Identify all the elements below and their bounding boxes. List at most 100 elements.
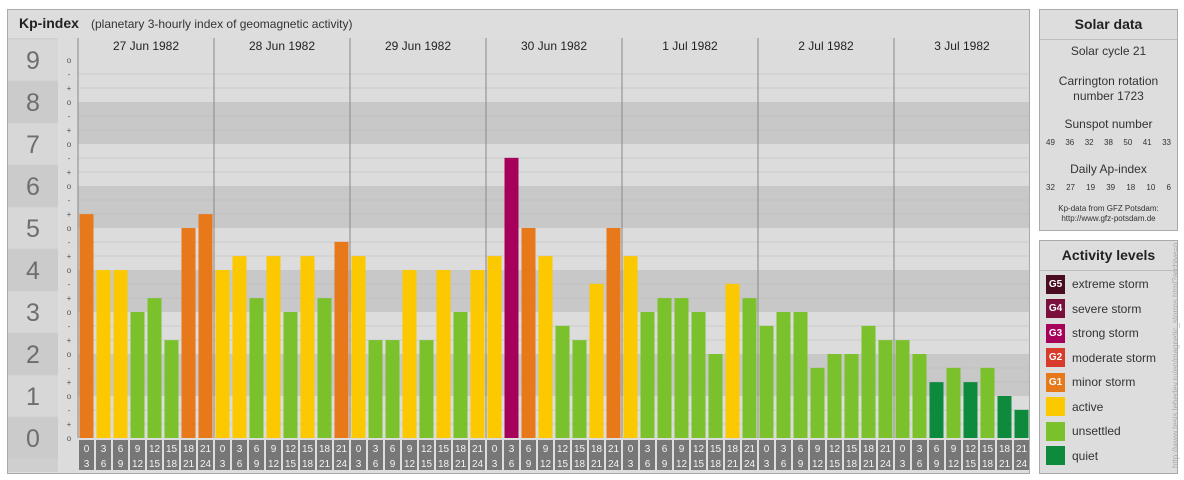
interval-end-label: 21 [183,459,195,470]
y-tick-label: 7 [26,131,40,159]
kp-bar [895,340,910,438]
interval-end-label: 12 [268,459,280,470]
interval-end-label: 9 [118,459,124,470]
y-tick-label: 1 [26,383,40,411]
interval-cell [113,440,128,470]
activity-level-label: extreme storm [1072,277,1149,291]
activity-level-label: quiet [1072,448,1099,463]
kp-bar [572,340,587,438]
activity-level-item: G4 severe storm [1046,299,1141,319]
y-subtick-label: o [67,98,72,107]
interval-cell [606,440,621,470]
kp-bar [776,312,791,438]
interval-start-label: 6 [798,444,804,455]
kp-bar [79,214,94,438]
interval-cell [164,440,179,470]
interval-cell [283,440,298,470]
interval-cell [674,440,689,470]
interval-start-label: 9 [815,444,821,455]
y-subtick-label: o [67,392,72,401]
interval-cell [300,440,315,470]
y-axis-cell [8,291,58,333]
day-label: 2 Jul 1982 [798,39,854,53]
activity-levels-panel: Activity levels G5 extreme storm G4 seve… [1039,240,1178,474]
chart-title: Kp-index [19,15,79,31]
daily-ap-values: 32 27 19 39 18 10 6 [1046,183,1171,192]
interval-end-label: 15 [285,459,297,470]
kp-bar [147,298,162,438]
interval-cell [708,440,723,470]
interval-end-label: 21 [591,459,603,470]
interval-start-label: 21 [200,444,212,455]
interval-cell [266,440,281,470]
interval-start-label: 3 [781,444,787,455]
day-label: 3 Jul 1982 [934,39,990,53]
kp-band [78,186,1029,228]
day-label: 27 Jun 1982 [113,39,179,53]
interval-end-label: 12 [812,459,824,470]
kp-bar [1014,409,1029,438]
ap-value: 18 [1126,183,1136,192]
interval-end-label: 12 [676,459,688,470]
y-tick-label: 9 [26,47,40,75]
interval-cell [317,440,332,470]
g3-color-swatch: G3 [1046,323,1065,343]
kp-bar [912,354,927,438]
kp-bar [742,298,757,438]
ap-value: 39 [1106,183,1116,192]
interval-end-label: 6 [917,459,923,470]
kp-bar [470,270,485,438]
day-label-strip [78,38,1029,60]
kp-bar [453,312,468,438]
y-subtick-label: + [67,336,72,345]
interval-cell [487,440,502,470]
kp-bar [657,298,672,438]
interval-cell [232,440,247,470]
interval-cell [130,440,145,470]
interval-end-label: 18 [438,459,450,470]
interval-end-label: 24 [1016,459,1028,470]
y-tick-label: 6 [26,173,40,201]
y-subtick-label: + [67,168,72,177]
interval-end-label: 15 [829,459,841,470]
interval-start-label: 21 [336,444,348,455]
kp-bar [521,228,536,438]
interval-cell [827,440,842,470]
interval-end-label: 21 [863,459,875,470]
interval-cell [555,440,570,470]
interval-cell [759,440,774,470]
interval-end-label: 12 [948,459,960,470]
interval-cell [997,440,1012,470]
activity-level-item: quiet [1046,446,1098,466]
kp-bar [674,298,689,438]
interval-cell [793,440,808,470]
y-subtick-label: o [67,434,72,443]
kp-bar [249,298,264,438]
y-subtick-label: + [67,210,72,219]
activity-level-label: unsettled [1072,424,1121,438]
interval-end-label: 24 [200,459,212,470]
interval-start-label: 3 [917,444,923,455]
activity-level-label: moderate storm [1072,350,1157,365]
interval-end-label: 15 [557,459,569,470]
solar-data-title: Solar data [1040,10,1177,40]
interval-start-label: 15 [574,444,586,455]
day-label: 1 Jul 1982 [662,39,718,53]
interval-cell [861,440,876,470]
interval-start-label: 12 [693,444,705,455]
kp-band [78,60,1029,102]
kp-bar [300,256,315,438]
g2-color-swatch: G2 [1046,348,1065,367]
interval-end-label: 6 [509,459,515,470]
y-axis-cell [8,81,58,123]
interval-end-label: 24 [608,459,620,470]
interval-end-label: 21 [319,459,331,470]
kp-bar [266,256,281,438]
interval-start-label: 15 [846,444,858,455]
y-tick-label: 5 [26,215,40,243]
interval-start-label: 21 [744,444,756,455]
kp-chart-panel: Kp-index (planetary 3-hourly index of ge… [7,9,1030,474]
y-subtick-label: - [68,112,71,121]
activity-level-label: strong storm [1072,326,1139,340]
interval-cell [249,440,264,470]
